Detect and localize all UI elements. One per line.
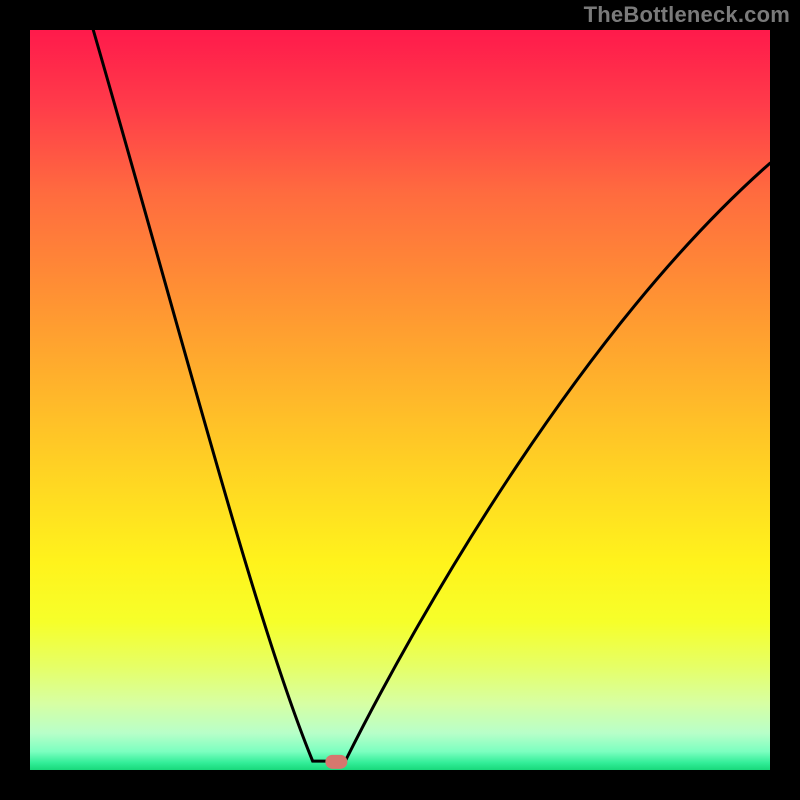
frame-right [770, 0, 800, 800]
bottleneck-chart [0, 0, 800, 800]
frame-left [0, 0, 30, 800]
watermark-text: TheBottleneck.com [584, 2, 790, 28]
frame-bottom [0, 770, 800, 800]
optimum-marker [325, 755, 347, 769]
